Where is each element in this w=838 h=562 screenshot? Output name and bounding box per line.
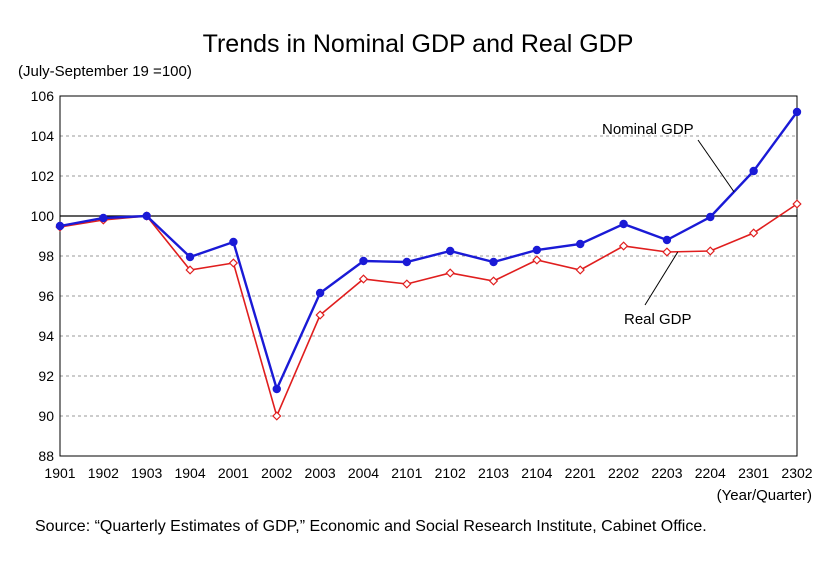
x-tick-label: 2001 <box>218 465 249 481</box>
real-gdp-point <box>792 199 802 209</box>
nominal-gdp-point <box>445 246 455 256</box>
nominal-gdp-line <box>59 111 798 393</box>
y-tick-label: 96 <box>38 288 54 304</box>
x-tick-label: 1901 <box>44 465 75 481</box>
nominal-gdp-point <box>706 212 715 222</box>
nominal-gdp-point <box>359 256 368 266</box>
x-tick-label: 2002 <box>261 465 292 481</box>
real-gdp-point <box>618 241 629 251</box>
plot-area-frame <box>59 95 798 457</box>
y-tick-label: 92 <box>38 368 54 384</box>
nominal-gdp-point <box>142 211 151 221</box>
nominal-gdp-point <box>489 257 498 267</box>
nominal-gdp-leader-line <box>697 139 735 193</box>
x-tick-label: 2003 <box>305 465 336 481</box>
x-axis-label: (Year/Quarter) <box>717 487 812 504</box>
source-note: Source: “Quarterly Estimates of GDP,” Ec… <box>35 518 707 535</box>
x-axis-ticks: 1901 1902 1903 1904 2001 2002 2003 2004 2101 2102… <box>44 465 812 481</box>
nominal-gdp-point <box>402 257 412 267</box>
x-tick-label: 2104 <box>521 465 552 481</box>
real-gdp-point <box>402 279 412 289</box>
nominal-gdp-point <box>185 252 195 262</box>
x-tick-label: 2302 <box>781 465 812 481</box>
real-gdp-point <box>358 274 369 284</box>
y-tick-label: 102 <box>31 168 55 184</box>
nominal-gdp-point <box>749 166 758 176</box>
y-tick-label: 98 <box>38 248 54 264</box>
x-tick-label: 2301 <box>738 465 769 481</box>
x-tick-label: 2101 <box>391 465 422 481</box>
real-gdp-point <box>315 310 325 320</box>
y-tick-label: 100 <box>31 208 55 224</box>
nominal-gdp-point <box>99 213 108 223</box>
real-gdp-point <box>445 268 455 278</box>
real-gdp-leader-line <box>644 251 679 306</box>
x-tick-label: 1904 <box>174 465 205 481</box>
x-tick-label: 1903 <box>131 465 162 481</box>
x-tick-label: 2004 <box>348 465 379 481</box>
y-tick-label: 106 <box>31 88 55 104</box>
gridlines <box>60 135 797 417</box>
chart-subtitle: (July-September 19 =100) <box>18 63 192 80</box>
nominal-gdp-point <box>315 288 325 298</box>
y-tick-label: 88 <box>38 448 54 464</box>
real-gdp-point <box>705 246 715 256</box>
x-tick-label: 2203 <box>651 465 682 481</box>
real-gdp-point <box>185 265 195 275</box>
y-tick-label: 104 <box>31 128 55 144</box>
real-gdp-point <box>272 411 282 421</box>
nominal-gdp-point <box>792 107 802 117</box>
real-gdp-point <box>575 265 585 275</box>
x-tick-label: 2201 <box>565 465 596 481</box>
nominal-gdp-point <box>662 235 672 245</box>
x-tick-label: 2103 <box>478 465 509 481</box>
nominal-gdp-point <box>576 239 585 249</box>
x-tick-label: 2202 <box>608 465 639 481</box>
x-tick-label: 2102 <box>435 465 466 481</box>
real-gdp-label: Real GDP <box>624 311 692 328</box>
real-gdp-point <box>488 276 499 286</box>
nominal-gdp-point <box>272 384 281 394</box>
y-tick-label: 90 <box>38 408 54 424</box>
real-gdp-point <box>228 258 239 268</box>
nominal-gdp-point <box>55 221 65 231</box>
chart-title: Trends in Nominal GDP and Real GDP <box>203 30 634 58</box>
y-axis-ticks: 88 90 92 94 96 98 100 102 104 106 <box>31 88 55 464</box>
nominal-gdp-label: Nominal GDP <box>602 121 694 138</box>
x-tick-label: 2204 <box>695 465 726 481</box>
real-gdp-point <box>662 247 672 257</box>
nominal-gdp-point <box>229 237 238 247</box>
real-gdp-point <box>748 228 759 238</box>
series-layer <box>55 107 802 421</box>
y-tick-label: 94 <box>38 328 54 344</box>
x-tick-label: 1902 <box>88 465 119 481</box>
nominal-gdp-point <box>532 245 542 255</box>
nominal-gdp-point <box>619 219 628 229</box>
real-gdp-point <box>532 255 542 265</box>
real-gdp-line <box>59 203 798 419</box>
